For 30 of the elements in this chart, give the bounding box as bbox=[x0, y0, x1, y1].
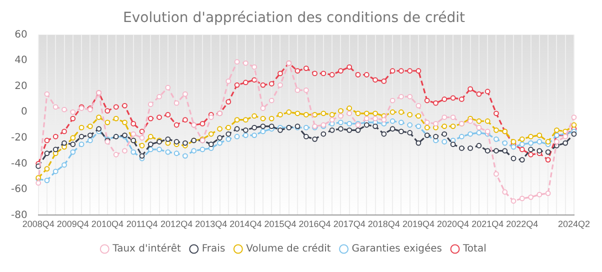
legend-label: Garanties exigées bbox=[352, 244, 442, 255]
legend-label: Total bbox=[462, 244, 486, 255]
y-tick-label: 40 bbox=[14, 55, 28, 66]
x-tick-label: 2017Q4 bbox=[333, 219, 366, 230]
x-tick-label: 2019Q4 bbox=[402, 219, 434, 230]
legend-label: Taux d'intérêt bbox=[112, 244, 181, 255]
x-tick-label: 2014Q4 bbox=[230, 219, 262, 230]
x-tick-label: 2013Q4 bbox=[195, 219, 228, 230]
legend-label: Volume de crédit bbox=[246, 244, 331, 255]
x-tick-label: 2008Q4 bbox=[22, 219, 54, 230]
y-tick-label: 20 bbox=[14, 80, 28, 92]
x-tick-label: 2011Q4 bbox=[126, 219, 158, 230]
y-tick-label: 0 bbox=[20, 106, 28, 118]
legend-label: Frais bbox=[202, 244, 226, 255]
x-tick-label: 2009Q4 bbox=[56, 219, 89, 230]
x-tick-label: 2015Q4 bbox=[264, 219, 296, 230]
y-tick-label: -20 bbox=[10, 132, 28, 144]
x-tick-label: 2020Q4 bbox=[437, 219, 470, 230]
x-tick-label: 2022Q4 bbox=[506, 219, 538, 230]
x-tick-label: 2012Q4 bbox=[160, 219, 193, 230]
y-tick-label: -80 bbox=[10, 210, 28, 221]
y-tick-label: 60 bbox=[14, 29, 28, 40]
x-tick-label: 2021Q4 bbox=[472, 219, 504, 230]
x-tick-label: 2018Q4 bbox=[368, 219, 400, 230]
x-tick-label: 2010Q4 bbox=[91, 219, 124, 230]
chart-title: Evolution d'appréciation des conditions de crédit bbox=[122, 10, 466, 26]
y-tick-label: -60 bbox=[10, 184, 28, 196]
x-tick-label: 2024Q2 bbox=[558, 219, 590, 230]
y-tick-label: -40 bbox=[10, 158, 28, 170]
x-tick-label: 2016Q4 bbox=[298, 219, 331, 230]
